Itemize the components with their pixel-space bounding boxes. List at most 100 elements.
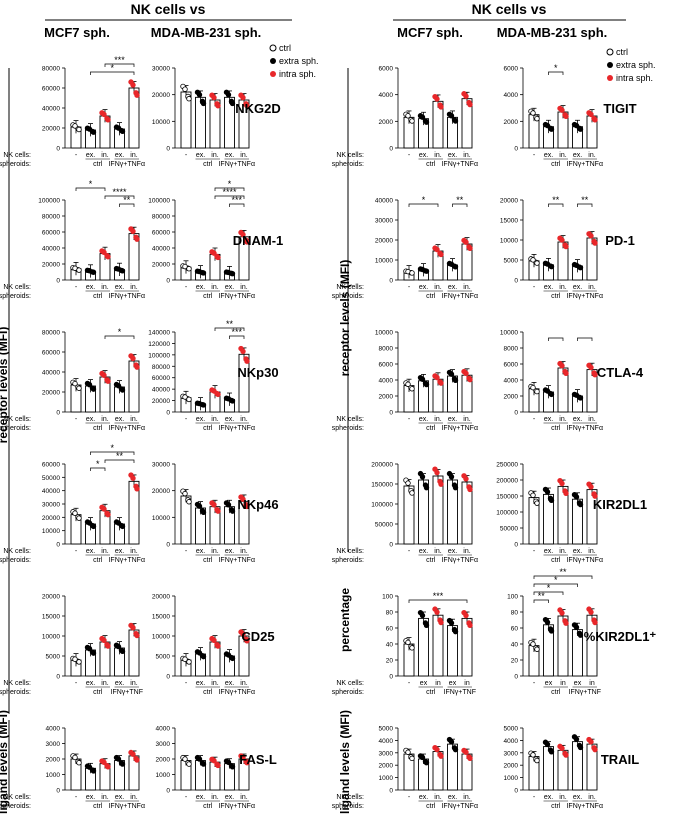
y-tick-label: 40000	[152, 387, 170, 394]
y-tick-label: 10000	[152, 515, 170, 522]
y-tick-label: 80000	[42, 330, 60, 337]
y-tick-label: 2000	[379, 119, 394, 126]
data-point	[409, 755, 415, 762]
y-tick-label: 0	[514, 674, 518, 681]
group-label-ifn: IFNγ+TNFα	[218, 803, 255, 810]
nk-cells-label: NK cells:	[3, 284, 31, 291]
x-tick-label: ex.	[544, 284, 553, 291]
data-point	[409, 490, 415, 496]
chart-panel: 0 5000 10000 15000 20000 CD25 - ex. in. ex. in. ctr…	[152, 594, 275, 697]
data-point	[186, 266, 192, 272]
significance-bracket	[90, 451, 135, 455]
x-tick-label: -	[185, 680, 188, 687]
significance-label: **	[116, 451, 124, 461]
data-point	[548, 126, 555, 132]
panel-title: DNAM-1	[233, 233, 284, 248]
y-tick-label: 0	[166, 674, 170, 681]
x-tick-label: in.	[240, 794, 247, 801]
x-tick-label: in.	[434, 794, 441, 801]
data-point	[559, 480, 565, 487]
data-point	[134, 92, 140, 98]
y-tick-label: 40	[386, 642, 394, 649]
data-point	[405, 639, 411, 646]
data-point	[419, 114, 426, 120]
x-tick-label: -	[75, 548, 78, 555]
group-label-ctrl: ctrl	[426, 689, 436, 696]
significance-bracket	[229, 203, 245, 207]
x-tick-label: ex.	[448, 152, 457, 159]
y-tick-label: 20	[386, 658, 394, 665]
data-point	[115, 383, 122, 389]
y-tick-label: 1000	[156, 772, 171, 779]
legend-ctrl-label: ctrl	[616, 47, 628, 57]
data-point	[467, 622, 473, 629]
data-point	[577, 126, 584, 132]
significance-label: *	[547, 583, 551, 593]
right-receptor-axis-title: receptor levels (MFI)	[338, 260, 352, 377]
group-label-ctrl: ctrl	[426, 161, 436, 168]
y-tick-label: 20000	[500, 198, 518, 205]
x-tick-label: in.	[101, 284, 108, 291]
data-point	[101, 637, 107, 643]
x-tick-label: in.	[130, 416, 137, 423]
data-point	[588, 364, 594, 371]
x-tick-label: in.	[559, 416, 566, 423]
group-label-ifn: IFNγ+TNFα	[108, 425, 145, 432]
y-tick-label: 4000	[504, 378, 519, 385]
y-tick-label: 2000	[379, 763, 394, 770]
x-tick-label: ex.	[86, 680, 95, 687]
data-point	[434, 469, 440, 476]
data-point	[211, 94, 217, 101]
data-point	[196, 650, 203, 656]
y-tick-label: 2000	[504, 394, 519, 401]
x-tick-label: in.	[211, 548, 218, 555]
x-tick-label: -	[75, 794, 78, 801]
data-point	[563, 490, 569, 497]
data-point	[573, 494, 580, 500]
group-label-ifn: IFNγ+TNFα	[441, 161, 478, 168]
y-tick-label: 6000	[504, 362, 519, 369]
chart-panel: 0 5000 10000 15000 20000 ** ** PD-1 - ex. in. ex. in…	[500, 195, 635, 300]
data-point	[563, 370, 569, 376]
data-point	[229, 508, 236, 514]
x-tick-label: ex	[574, 680, 582, 687]
data-point	[423, 381, 430, 388]
significance-label: *	[422, 195, 426, 205]
data-point	[467, 101, 473, 108]
data-point	[573, 624, 580, 630]
data-point	[452, 628, 459, 635]
data-point	[530, 384, 536, 391]
x-tick-label: in.	[463, 152, 470, 159]
data-point	[240, 754, 246, 761]
significance-bracket	[452, 203, 468, 207]
y-tick-label: 0	[56, 674, 60, 681]
data-point	[452, 746, 459, 753]
y-tick-label: 6000	[379, 66, 394, 73]
data-point	[182, 756, 188, 762]
legend-ctrl-marker	[269, 44, 277, 52]
data-point	[240, 94, 246, 101]
data-point	[200, 653, 207, 660]
x-tick-label: ex.	[86, 152, 95, 159]
y-tick-label: 30000	[152, 66, 170, 73]
data-point	[72, 380, 78, 387]
data-point	[448, 261, 455, 267]
data-point	[573, 262, 580, 268]
data-point	[544, 741, 551, 748]
x-tick-label: ex.	[419, 416, 428, 423]
data-point	[448, 620, 455, 626]
x-tick-label: -	[408, 152, 411, 159]
data-point	[130, 228, 136, 234]
x-tick-label: in.	[101, 548, 108, 555]
data-point	[423, 484, 430, 491]
nk-cells-label: NK cells:	[336, 794, 364, 801]
group-label-ctrl: ctrl	[93, 161, 103, 168]
data-point	[244, 358, 250, 364]
x-tick-label: ex.	[573, 548, 582, 555]
group-label-ctrl: ctrl	[203, 689, 213, 696]
significance-bracket	[533, 575, 593, 579]
data-point	[196, 92, 203, 98]
significance-bracket	[119, 203, 135, 207]
